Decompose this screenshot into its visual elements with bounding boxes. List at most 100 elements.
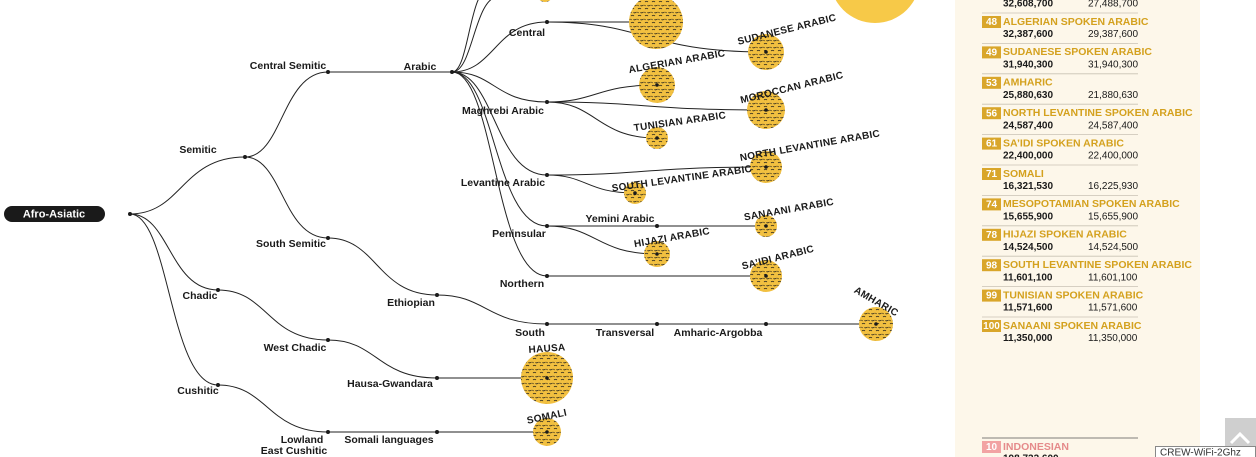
node-label: Semitic [179, 144, 217, 156]
native-speakers: 22,400,000 [1088, 151, 1138, 162]
rank-badge [982, 76, 1001, 89]
total-speakers: 198,733,600 [1003, 454, 1059, 457]
language-name: TUNISIAN SPOKEN ARABIC [1003, 289, 1144, 301]
tree-edge [546, 101, 658, 139]
rank-number: 61 [986, 139, 998, 150]
native-speakers: 11,571,600 [1088, 303, 1138, 314]
tree-edge [327, 339, 438, 379]
node-dot [243, 155, 247, 159]
node-dot [326, 430, 330, 434]
rank-number: 48 [986, 17, 998, 28]
language-label: SUDANESE ARABIC [737, 13, 838, 48]
tooltip-text: CREW-WiFi-2Ghz [1160, 448, 1241, 457]
language-label: HAUSA [528, 342, 566, 356]
node-label: Cushitic [177, 385, 219, 397]
circle-center [764, 165, 768, 169]
node-label: Ethiopian [387, 297, 435, 309]
rank-badge [982, 168, 1001, 180]
circle-center [655, 136, 659, 140]
tree-edge [327, 237, 438, 296]
circle-center [545, 376, 549, 380]
tree-edge [451, 21, 548, 73]
native-speakers: 11,350,000 [1088, 333, 1138, 344]
node-label: Yemini Arabic [585, 213, 654, 225]
language-circle [629, 0, 683, 49]
circle-center [633, 191, 637, 195]
rank-number: 74 [986, 200, 998, 211]
rank-number: 100 [983, 321, 1000, 332]
total-speakers: 16,321,530 [1003, 181, 1053, 192]
tree-edge [436, 294, 548, 325]
node-label: Lowland [281, 434, 324, 446]
tree-edges [129, 0, 876, 433]
language-name: HIJAZI SPOKEN ARABIC [1003, 229, 1127, 241]
circle-center [655, 252, 659, 256]
node-dot [655, 224, 659, 228]
total-speakers: 22,400,000 [1003, 151, 1053, 162]
language-name: SOMALI [1003, 168, 1044, 180]
node-dot [326, 236, 330, 240]
language-name: AMHARIC [1003, 77, 1053, 89]
node-dot [435, 293, 439, 297]
circle-center [764, 274, 768, 278]
tree-edge [129, 213, 219, 291]
node-dot [764, 322, 768, 326]
language-circle [539, 0, 551, 2]
node-dot [545, 224, 549, 228]
node-label: South Semitic [256, 238, 326, 250]
rank-badge [982, 137, 1001, 150]
tree-edge [451, 71, 548, 176]
tree-edge [129, 156, 246, 215]
tree-edge [244, 71, 329, 158]
node-dot [545, 20, 549, 24]
rank-badge [982, 320, 1001, 332]
total-speakers: 24,587,400 [1003, 120, 1053, 131]
tree-edge [546, 225, 658, 255]
tree-edge [451, 71, 548, 277]
node-label: Northern [500, 278, 544, 290]
total-speakers: 11,601,100 [1003, 272, 1053, 283]
native-speakers: 14,524,500 [1088, 242, 1138, 253]
wifi-tooltip: CREW-WiFi-2Ghz [1155, 446, 1256, 457]
language-name: MESOPOTAMIAN SPOKEN ARABIC [1003, 198, 1180, 210]
node-label: Central Semitic [250, 60, 327, 72]
node-dot [545, 100, 549, 104]
language-label: TUNISIAN ARABIC [633, 110, 727, 134]
node-dot [545, 322, 549, 326]
total-speakers: 14,524,500 [1003, 242, 1053, 253]
ranking-list: 32,608,700 27,488,700 48 ALGERIAN SPOKEN AR… [982, 0, 1193, 457]
node-dot [450, 70, 454, 74]
node-label: East Cushitic [261, 445, 328, 457]
language-label: MOROCCAN ARABIC [739, 70, 844, 106]
node-label: Arabic [404, 61, 437, 73]
rank-number: 78 [986, 230, 998, 241]
language-circles [128, 0, 915, 446]
total-speakers: 32,608,700 [1003, 0, 1053, 10]
node-dot [545, 173, 549, 177]
total-speakers: 11,571,600 [1003, 303, 1053, 314]
rank-number: 49 [986, 48, 998, 59]
tree-edge [217, 384, 329, 433]
node-dot [128, 212, 132, 216]
tree-edge [451, 71, 548, 103]
native-speakers: 15,655,900 [1088, 212, 1138, 223]
root-label: Afro-Asiatic [23, 208, 85, 220]
language-circle [835, 0, 915, 23]
language-label: SOUTH LEVANTINE ARABIC [611, 164, 753, 195]
rank-badge [982, 259, 1001, 272]
language-name: NORTH LEVANTINE SPOKEN ARABIC [1003, 107, 1193, 119]
node-label: Amharic-Argobba [674, 327, 763, 339]
native-speakers: 11,601,100 [1088, 272, 1138, 283]
tree-edge [244, 156, 329, 239]
language-label: SANAANI ARABIC [743, 197, 835, 224]
total-speakers: 25,880,630 [1003, 90, 1053, 101]
tree-edge [451, 0, 479, 73]
root-pill [4, 206, 105, 222]
rank-badge [982, 46, 1001, 59]
language-name: ALGERIAN SPOKEN ARABIC [1003, 16, 1149, 28]
node-label: Hausa-Gwandara [347, 378, 433, 390]
language-name: SANAANI SPOKEN ARABIC [1003, 320, 1142, 332]
tree-edge [546, 166, 767, 176]
circle-center [764, 50, 768, 54]
native-speakers: 21,880,630 [1088, 90, 1138, 101]
